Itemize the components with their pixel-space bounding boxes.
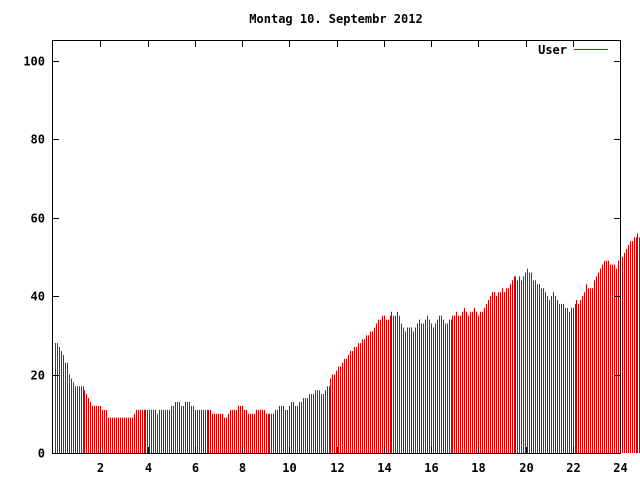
legend-label-user: User [538,43,567,57]
x-axis: 2 4 6 8 10 12 14 16 18 20 22 24 [97,41,628,475]
bars-group [55,233,640,453]
x-tick-label: 18 [471,461,485,475]
x-tick-label: 22 [566,461,580,475]
y-tick-label: 80 [31,133,45,147]
x-tick-label: 20 [519,461,533,475]
y-tick-label: 20 [31,369,45,383]
y-tick-label: 60 [31,212,45,226]
x-tick-label: 10 [282,461,296,475]
y-tick-label: 0 [38,447,45,461]
x-tick-label: 8 [239,461,246,475]
y-tick-label: 40 [31,290,45,304]
x-tick-label: 2 [97,461,104,475]
x-tick-label: 14 [377,461,391,475]
y-axis: 0 20 40 60 80 100 [23,55,620,461]
legend: User [538,43,608,57]
x-tick-label: 4 [145,461,152,475]
x-tick-label: 24 [613,461,627,475]
x-tick-label: 12 [330,461,344,475]
chart-title: Montag 10. Septembr 2012 [249,12,422,26]
plot-frame [52,40,621,454]
x-tick-label: 6 [192,461,199,475]
x-tick-label: 16 [424,461,438,475]
y-tick-label: 100 [23,55,45,69]
